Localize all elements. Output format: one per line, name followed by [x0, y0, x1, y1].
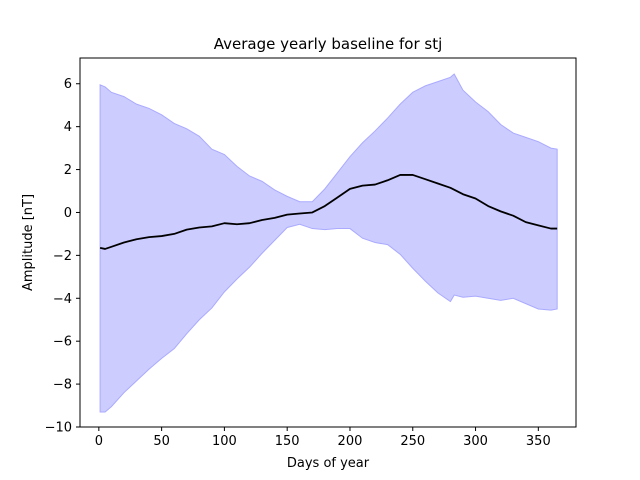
x-tick-label: 200 — [338, 434, 363, 449]
plot-area — [99, 73, 558, 413]
y-axis: −10 −8 −6 −4 −2 0 2 4 6 — [45, 77, 80, 436]
y-tick-label: 6 — [64, 77, 72, 92]
chart-title: Average yearly baseline for stj — [214, 35, 443, 53]
y-tick-label: −4 — [53, 292, 72, 307]
axes-frame — [79, 57, 577, 428]
mean-line — [99, 174, 558, 250]
x-tick-label: 250 — [400, 434, 425, 449]
y-tick-label: −8 — [53, 378, 72, 393]
y-tick-label: −6 — [53, 335, 72, 350]
y-tick-label: −2 — [53, 249, 72, 264]
y-tick-label: −10 — [45, 421, 72, 436]
x-tick-label: 300 — [463, 434, 488, 449]
y-tick-label: 0 — [64, 206, 72, 221]
x-tick-label: 350 — [526, 434, 551, 449]
x-tick-label: 150 — [275, 434, 300, 449]
std-band — [99, 73, 558, 413]
x-tick-label: 100 — [212, 434, 237, 449]
y-tick-label: 4 — [64, 120, 72, 135]
y-axis-label: Amplitude [nT] — [21, 194, 36, 291]
y-tick-label: 2 — [64, 163, 72, 178]
x-axis: 0 50 100 150 200 250 300 350 — [95, 427, 551, 449]
x-tick-label: 0 — [95, 434, 103, 449]
x-tick-label: 50 — [153, 434, 170, 449]
x-axis-label: Days of year — [287, 456, 370, 471]
